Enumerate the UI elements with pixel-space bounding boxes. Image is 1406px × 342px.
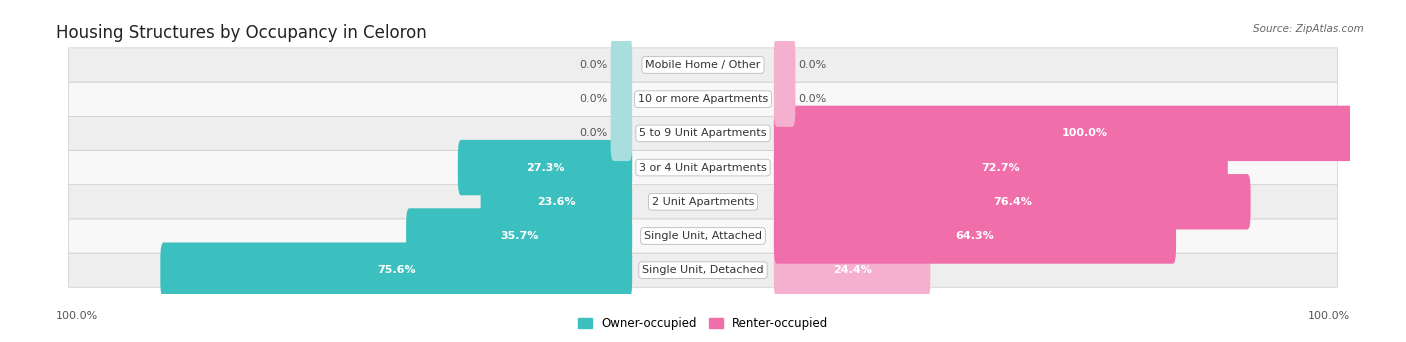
- Text: 27.3%: 27.3%: [526, 162, 564, 173]
- FancyBboxPatch shape: [69, 219, 1337, 253]
- FancyBboxPatch shape: [69, 116, 1337, 150]
- FancyBboxPatch shape: [610, 37, 633, 93]
- Text: 24.4%: 24.4%: [832, 265, 872, 275]
- Text: Single Unit, Attached: Single Unit, Attached: [644, 231, 762, 241]
- Text: 100.0%: 100.0%: [1308, 312, 1350, 321]
- Text: Housing Structures by Occupancy in Celoron: Housing Structures by Occupancy in Celor…: [56, 24, 427, 42]
- Text: 0.0%: 0.0%: [579, 60, 607, 70]
- Text: 3 or 4 Unit Apartments: 3 or 4 Unit Apartments: [640, 162, 766, 173]
- Text: 72.7%: 72.7%: [981, 162, 1021, 173]
- FancyBboxPatch shape: [773, 242, 931, 298]
- FancyBboxPatch shape: [406, 208, 633, 264]
- Text: Mobile Home / Other: Mobile Home / Other: [645, 60, 761, 70]
- Text: 75.6%: 75.6%: [377, 265, 416, 275]
- FancyBboxPatch shape: [69, 48, 1337, 82]
- FancyBboxPatch shape: [160, 242, 633, 298]
- Text: 2 Unit Apartments: 2 Unit Apartments: [652, 197, 754, 207]
- FancyBboxPatch shape: [481, 174, 633, 229]
- Text: 10 or more Apartments: 10 or more Apartments: [638, 94, 768, 104]
- Text: 23.6%: 23.6%: [537, 197, 575, 207]
- FancyBboxPatch shape: [773, 208, 1175, 264]
- FancyBboxPatch shape: [610, 71, 633, 127]
- FancyBboxPatch shape: [69, 185, 1337, 219]
- Text: Source: ZipAtlas.com: Source: ZipAtlas.com: [1253, 24, 1364, 34]
- Text: 100.0%: 100.0%: [1062, 128, 1108, 139]
- Text: 76.4%: 76.4%: [993, 197, 1032, 207]
- Text: 5 to 9 Unit Apartments: 5 to 9 Unit Apartments: [640, 128, 766, 139]
- FancyBboxPatch shape: [773, 174, 1250, 229]
- FancyBboxPatch shape: [69, 82, 1337, 116]
- Text: Single Unit, Detached: Single Unit, Detached: [643, 265, 763, 275]
- Text: 0.0%: 0.0%: [799, 60, 827, 70]
- Text: 100.0%: 100.0%: [56, 312, 98, 321]
- FancyBboxPatch shape: [773, 37, 796, 93]
- FancyBboxPatch shape: [773, 106, 1396, 161]
- Text: 0.0%: 0.0%: [579, 128, 607, 139]
- FancyBboxPatch shape: [610, 106, 633, 161]
- FancyBboxPatch shape: [458, 140, 633, 195]
- FancyBboxPatch shape: [69, 253, 1337, 287]
- FancyBboxPatch shape: [69, 150, 1337, 185]
- Text: 64.3%: 64.3%: [956, 231, 994, 241]
- FancyBboxPatch shape: [773, 71, 796, 127]
- Text: 0.0%: 0.0%: [799, 94, 827, 104]
- Text: 0.0%: 0.0%: [579, 94, 607, 104]
- FancyBboxPatch shape: [773, 140, 1227, 195]
- Text: 35.7%: 35.7%: [501, 231, 538, 241]
- Legend: Owner-occupied, Renter-occupied: Owner-occupied, Renter-occupied: [574, 314, 832, 334]
